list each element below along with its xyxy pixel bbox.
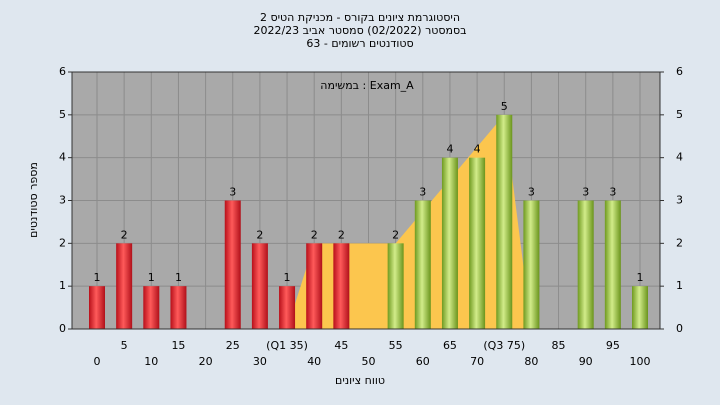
y-tick-label: 4 — [59, 151, 66, 164]
x-tick-label: 10 — [144, 355, 158, 368]
data-label: 3 — [528, 186, 535, 199]
bar — [441, 157, 458, 329]
data-label: 5 — [501, 100, 508, 113]
y2-tick-label: 0 — [676, 322, 683, 335]
x-tick-label: 95 — [606, 339, 620, 352]
x-axis-label: טווח ציונים — [335, 374, 385, 387]
data-label: 3 — [582, 186, 589, 199]
x-tick-label: 20 — [199, 355, 213, 368]
x-tick-label: 90 — [579, 355, 593, 368]
y2-tick-label: 2 — [676, 236, 683, 249]
data-label: 2 — [311, 228, 318, 241]
bar — [279, 286, 296, 329]
data-label: 2 — [121, 228, 128, 241]
x-tick-label: 80 — [524, 355, 538, 368]
y2-tick-label: 4 — [676, 151, 683, 164]
bar — [414, 200, 431, 329]
chart-subtitle: בסמסטר (02/2022) סמסטר אביב 2022/23 — [253, 24, 466, 37]
y2-tick-label: 5 — [676, 108, 683, 121]
x-tick-label: 25 — [226, 339, 240, 352]
y-tick-label: 2 — [59, 236, 66, 249]
x-tick-label: 15 — [171, 339, 185, 352]
x-tick-label: 55 — [389, 339, 403, 352]
bar — [251, 243, 268, 329]
x-tick-label: 50 — [362, 355, 376, 368]
data-label: 3 — [419, 186, 426, 199]
chart-title: היסטוגרמת ציונים בקורס - מכניקת הטיס 2 — [260, 11, 460, 24]
data-label: 2 — [392, 228, 399, 241]
bar — [143, 286, 160, 329]
x-tick-label: 30 — [253, 355, 267, 368]
y-tick-label: 6 — [59, 65, 66, 78]
data-label: 2 — [256, 228, 263, 241]
x-tick-label: (Q1 35) — [266, 339, 308, 352]
data-label: 1 — [148, 271, 155, 284]
chart-subtitle: סטודנטים רשומים - 63 — [306, 37, 413, 50]
x-tick-label: 65 — [443, 339, 457, 352]
y2-tick-label: 3 — [676, 194, 683, 207]
data-label: 1 — [637, 271, 644, 284]
plot-border — [71, 71, 661, 330]
x-tick-label: 85 — [552, 339, 566, 352]
y2-tick-label: 1 — [676, 279, 683, 292]
y-tick-label: 5 — [59, 108, 66, 121]
y-tick-label: 3 — [59, 194, 66, 207]
bar — [604, 200, 621, 329]
annotation: במשימה : Exam_A — [320, 79, 414, 92]
bar — [89, 286, 105, 329]
bar — [170, 286, 187, 329]
data-label: 1 — [284, 271, 291, 284]
data-label: 3 — [609, 186, 616, 199]
x-tick-label: 60 — [416, 355, 430, 368]
bar — [523, 200, 540, 329]
x-tick-label: 5 — [121, 339, 128, 352]
bar — [632, 286, 648, 329]
bar — [496, 114, 513, 329]
data-label: 4 — [474, 143, 481, 156]
data-label: 1 — [175, 271, 182, 284]
x-tick-label: 45 — [334, 339, 348, 352]
bar — [333, 243, 350, 329]
data-label: 3 — [229, 186, 236, 199]
bar — [224, 200, 241, 329]
bar — [577, 200, 594, 329]
data-label: 2 — [338, 228, 345, 241]
y-axis-label: מספר סטודנטים — [27, 162, 40, 238]
data-label: 1 — [94, 271, 101, 284]
bar — [116, 243, 133, 329]
x-tick-label: 100 — [630, 355, 651, 368]
x-tick-label: 70 — [470, 355, 484, 368]
x-tick-label: (Q3 75) — [483, 339, 525, 352]
bar — [469, 157, 486, 329]
x-tick-label: 0 — [94, 355, 101, 368]
data-label: 4 — [446, 143, 453, 156]
bar — [387, 243, 404, 329]
y2-tick-label: 6 — [676, 65, 683, 78]
y-tick-label: 1 — [59, 279, 66, 292]
y-tick-label: 0 — [59, 322, 66, 335]
x-tick-label: 40 — [307, 355, 321, 368]
bar — [306, 243, 323, 329]
